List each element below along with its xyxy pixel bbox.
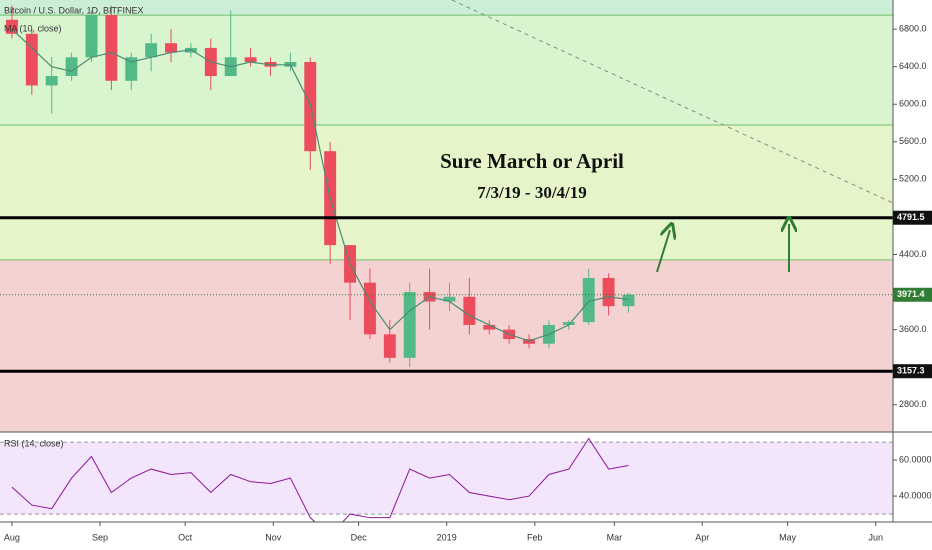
x-tick-label: Sep [92,532,108,542]
candle-body [25,33,38,86]
x-tick-label: Aug [4,532,20,542]
y-tick-label: 4400.0 [899,249,927,259]
rsi-band [0,442,893,515]
chart-title: Bitcoin / U.S. Dollar, 1D, BITFINEX [4,5,144,15]
x-tick-label: Apr [695,532,709,542]
x-tick-label: Oct [178,532,193,542]
candle-body [5,19,18,34]
candle-body [65,57,78,77]
candle-body [403,292,416,358]
x-tick-label: May [779,532,797,542]
x-tick-label: Dec [351,532,368,542]
candle-body [622,294,635,307]
candle-body [105,15,118,81]
y-tick-label: 60.0000 [899,454,932,464]
y-tick-label: 6000.0 [899,99,927,109]
y-tick-label: 3600.0 [899,324,927,334]
ma-legend: MA (10, close) [4,23,62,33]
annotation: Sure March or April [440,149,624,173]
candle-body [363,282,376,335]
y-tick-label: 2800.0 [899,399,927,409]
y-tick-label: 6800.0 [899,23,927,33]
candle-body [45,76,58,86]
y-tick-label: 5200.0 [899,174,927,184]
arrow [656,230,670,273]
rsi-legend: RSI (14, close) [4,438,64,448]
y-tick-label: 5600.0 [899,136,927,146]
zone [0,124,893,260]
zone [0,0,893,16]
candle-body [244,57,257,62]
zone [0,259,893,432]
rsi-line [11,437,629,522]
candle-body [443,296,456,302]
candle-body [145,43,158,58]
candle-body [483,324,496,330]
level-label: 4791.5 [897,212,925,222]
x-tick-label: Jun [868,532,883,542]
candle-body [582,277,595,323]
y-tick-label: 40.0000 [899,490,932,500]
candle-body [85,15,98,58]
level-box [893,364,932,379]
level-box [893,210,932,225]
last-price-box [893,287,932,302]
level-label: 3157.3 [897,366,925,376]
x-tick-label: Nov [265,532,282,542]
candle-body [383,334,396,358]
x-tick-label: Mar [607,532,623,542]
zone [0,15,893,125]
candle-body [562,322,575,325]
y-tick-label: 6400.0 [899,61,927,71]
candle-body [125,57,138,81]
x-tick-label: Feb [527,532,543,542]
candle-body [165,43,178,53]
candle-body [463,296,476,325]
trend-line [451,0,894,204]
annotation: 7/3/19 - 30/4/19 [477,183,587,202]
candle-body [602,277,615,307]
last-price-label: 3971.4 [897,289,925,299]
x-tick-label: 2019 [437,532,457,542]
ma-line [11,28,629,342]
